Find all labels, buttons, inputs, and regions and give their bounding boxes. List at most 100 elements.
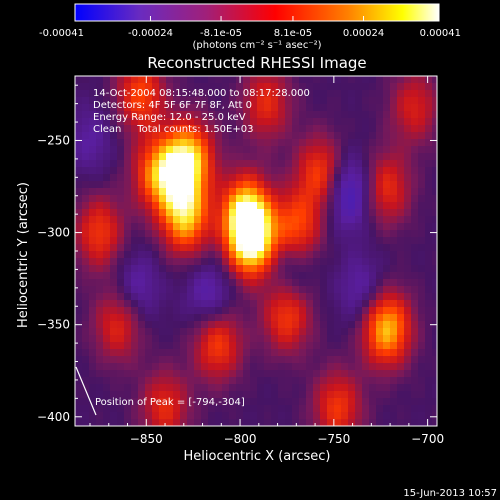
heatmap-cell xyxy=(215,244,223,252)
heatmap-cell xyxy=(124,174,132,182)
heatmap-cell xyxy=(271,90,279,98)
heatmap-cell xyxy=(313,384,321,392)
heatmap-cell xyxy=(334,328,342,336)
heatmap-cell xyxy=(243,321,251,329)
heatmap-cell xyxy=(411,293,419,301)
heatmap-cell xyxy=(292,363,300,371)
heatmap-cell xyxy=(320,223,328,231)
heatmap-cell xyxy=(229,342,237,350)
heatmap-cell xyxy=(96,139,104,147)
heatmap-cell xyxy=(397,139,405,147)
heatmap-cell xyxy=(334,230,342,238)
heatmap-cell xyxy=(432,272,437,280)
heatmap-cell xyxy=(348,181,356,189)
heatmap-cell xyxy=(404,321,412,329)
heatmap-cell xyxy=(271,237,279,245)
heatmap-cell xyxy=(236,342,244,350)
heatmap-cell xyxy=(369,370,377,378)
x-tick-label: −700 xyxy=(411,432,444,446)
heatmap-cell xyxy=(110,188,118,196)
heatmap-cell xyxy=(222,90,230,98)
heatmap-cell xyxy=(278,153,286,161)
heatmap-cell xyxy=(229,237,237,245)
heatmap-cell xyxy=(89,237,97,245)
heatmap-cell xyxy=(82,377,90,385)
heatmap-cell xyxy=(215,230,223,238)
heatmap-cell xyxy=(110,391,118,399)
heatmap-cell xyxy=(432,209,437,217)
heatmap-cell xyxy=(397,125,405,133)
heatmap-cell xyxy=(229,97,237,105)
heatmap-cell xyxy=(124,398,132,406)
heatmap-cell xyxy=(397,251,405,259)
heatmap-cell xyxy=(397,104,405,112)
heatmap-cell xyxy=(432,335,437,343)
heatmap-cell xyxy=(362,209,370,217)
heatmap-cell xyxy=(222,83,230,91)
heatmap-cell xyxy=(243,104,251,112)
heatmap-cell xyxy=(201,335,209,343)
heatmap-cell xyxy=(117,258,125,266)
heatmap-cell xyxy=(432,391,437,399)
heatmap-cell xyxy=(432,188,437,196)
heatmap-cell xyxy=(425,363,433,371)
heatmap-cell xyxy=(320,251,328,259)
heatmap-cell xyxy=(292,188,300,196)
heatmap-cell xyxy=(187,328,195,336)
heatmap-cell xyxy=(250,111,258,119)
heatmap-cell xyxy=(285,300,293,308)
heatmap-cell xyxy=(180,125,188,133)
heatmap-cell xyxy=(320,132,328,140)
heatmap-cell xyxy=(243,307,251,315)
heatmap-cell xyxy=(285,293,293,301)
heatmap-cell xyxy=(362,342,370,350)
heatmap-cell xyxy=(390,335,398,343)
heatmap-cell xyxy=(313,363,321,371)
heatmap-cell xyxy=(376,118,384,126)
heatmap-cell xyxy=(313,125,321,133)
heatmap-cell xyxy=(341,223,349,231)
heatmap-cell xyxy=(173,153,181,161)
heatmap-cell xyxy=(117,293,125,301)
heatmap-cell xyxy=(257,419,265,426)
heatmap-cell xyxy=(362,216,370,224)
heatmap-cell xyxy=(152,153,160,161)
heatmap-cell xyxy=(362,328,370,336)
heatmap-cell xyxy=(369,328,377,336)
heatmap-cell xyxy=(418,195,426,203)
heatmap-cell xyxy=(369,97,377,105)
heatmap-cell xyxy=(383,223,391,231)
heatmap-cell xyxy=(222,195,230,203)
heatmap-cell xyxy=(390,370,398,378)
heatmap-cell xyxy=(432,349,437,357)
heatmap-cell xyxy=(222,321,230,329)
heatmap-cell xyxy=(257,139,265,147)
heatmap-cell xyxy=(397,405,405,413)
heatmap-cell xyxy=(96,125,104,133)
heatmap-cell xyxy=(187,391,195,399)
heatmap-cell xyxy=(327,83,335,91)
heatmap-cell xyxy=(250,377,258,385)
heatmap-cells xyxy=(75,76,437,426)
heatmap-cell xyxy=(96,370,104,378)
heatmap-cell xyxy=(285,160,293,168)
heatmap-cell xyxy=(187,195,195,203)
heatmap-cell xyxy=(397,265,405,273)
heatmap-cell xyxy=(173,125,181,133)
heatmap-cell xyxy=(327,258,335,266)
heatmap-cell xyxy=(369,216,377,224)
heatmap-cell xyxy=(152,398,160,406)
heatmap-cell xyxy=(432,125,437,133)
heatmap-cell xyxy=(271,167,279,175)
heatmap-cell xyxy=(138,412,146,420)
heatmap-cell xyxy=(222,125,230,133)
heatmap-cell xyxy=(341,76,349,84)
heatmap-cell xyxy=(306,265,314,273)
heatmap-cell xyxy=(257,286,265,294)
heatmap-cell xyxy=(278,139,286,147)
heatmap-cell xyxy=(348,265,356,273)
heatmap-cell xyxy=(236,216,244,224)
heatmap-cell xyxy=(418,279,426,287)
annotation-energy: Energy Range: 12.0 - 25.0 keV xyxy=(93,112,246,123)
heatmap-cell xyxy=(145,370,153,378)
